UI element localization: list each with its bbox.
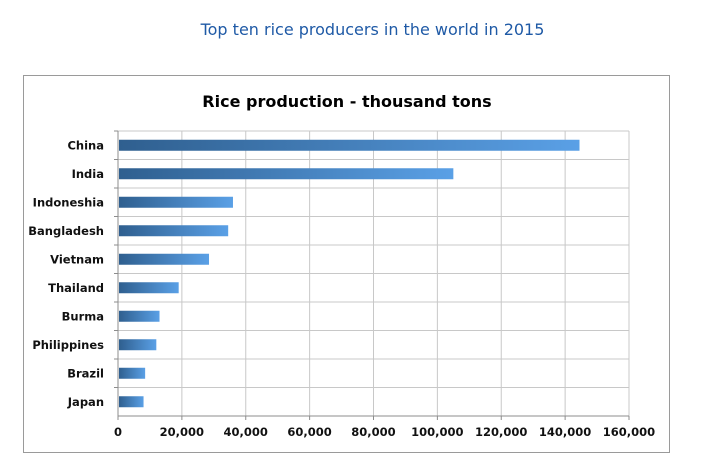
x-tick-label: 80,000	[351, 425, 395, 439]
category-label: China	[67, 138, 104, 152]
bar	[119, 253, 210, 265]
category-label: Burma	[62, 309, 104, 323]
category-label: Indoneshia	[33, 195, 104, 209]
category-label: Vietnam	[50, 252, 104, 266]
bar	[119, 225, 229, 237]
category-label: Japan	[67, 395, 104, 409]
bar	[119, 339, 157, 351]
x-tick-label: 100,000	[411, 425, 463, 439]
x-tick-label: 60,000	[287, 425, 331, 439]
bar	[119, 282, 179, 294]
bar	[119, 367, 146, 379]
bar	[119, 168, 454, 180]
x-tick-label: 140,000	[539, 425, 591, 439]
category-label: Philippines	[32, 338, 104, 352]
bar-chart: Rice production - thousand tons 0 20,000 4…	[28, 92, 655, 439]
x-tick-label: 40,000	[224, 425, 268, 439]
page-heading: Top ten rice producers in the world in 2…	[200, 20, 545, 39]
bar	[119, 310, 160, 322]
x-tick-label: 160,000	[603, 425, 655, 439]
x-tick-label: 0	[114, 425, 122, 439]
chart-title: Rice production - thousand tons	[202, 92, 491, 111]
x-tick-label: 120,000	[475, 425, 527, 439]
category-label: Thailand	[48, 281, 104, 295]
category-label: India	[72, 167, 104, 181]
category-label: Brazil	[67, 366, 104, 380]
bar	[119, 139, 580, 151]
category-label: Bangladesh	[28, 224, 104, 238]
bar	[119, 196, 233, 208]
x-tick-label: 20,000	[160, 425, 204, 439]
bar	[119, 396, 144, 408]
chart-frame: Rice production - thousand tons 0 20,000 4…	[23, 75, 670, 453]
